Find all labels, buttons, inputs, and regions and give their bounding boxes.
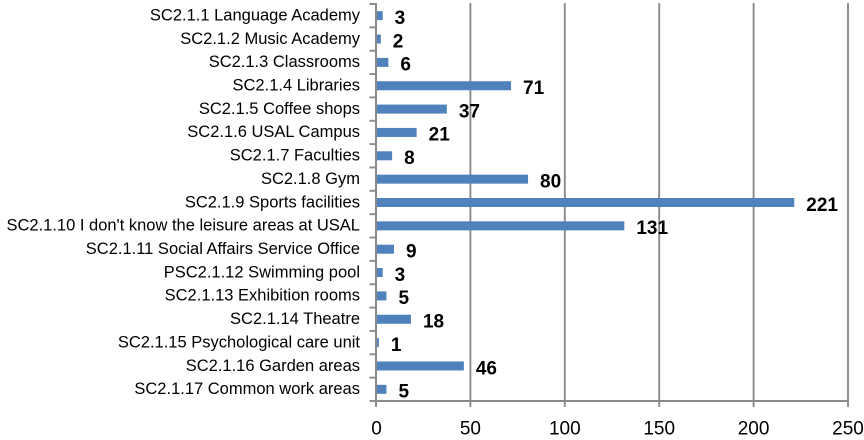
svg-text:SC2.1.7 Faculties: SC2.1.7 Faculties — [230, 147, 360, 165]
svg-text:80: 80 — [540, 171, 561, 192]
svg-text:37: 37 — [459, 101, 480, 122]
svg-text:221: 221 — [806, 195, 838, 216]
svg-text:9: 9 — [406, 242, 417, 263]
svg-text:0: 0 — [371, 419, 382, 436]
svg-text:5: 5 — [398, 288, 409, 309]
svg-text:SC2.1.10 I don't know the leis: SC2.1.10 I don't know the leisure areas … — [6, 217, 360, 235]
svg-text:SC2.1.13 Exhibition rooms: SC2.1.13 Exhibition rooms — [165, 287, 360, 305]
svg-text:SC2.1.17 Common work areas: SC2.1.17 Common work areas — [134, 380, 360, 398]
svg-text:1: 1 — [391, 335, 402, 356]
svg-text:2: 2 — [393, 31, 404, 52]
svg-text:46: 46 — [476, 358, 497, 379]
svg-text:3: 3 — [395, 8, 406, 29]
svg-text:18: 18 — [423, 312, 444, 333]
svg-text:6: 6 — [400, 55, 411, 76]
svg-text:250: 250 — [832, 419, 864, 436]
svg-text:200: 200 — [738, 419, 770, 436]
svg-text:8: 8 — [404, 148, 415, 169]
svg-text:50: 50 — [460, 419, 481, 436]
svg-text:PSC2.1.12 Swimming pool: PSC2.1.12 Swimming pool — [164, 263, 360, 281]
svg-text:SC2.1.14 Theatre: SC2.1.14 Theatre — [230, 310, 360, 328]
svg-text:SC2.1.4 Libraries: SC2.1.4 Libraries — [233, 77, 360, 95]
svg-text:SC2.1.2 Music Academy: SC2.1.2 Music Academy — [180, 30, 360, 48]
svg-text:150: 150 — [643, 419, 675, 436]
svg-text:SC2.1.16 Garden areas: SC2.1.16 Garden areas — [186, 357, 360, 375]
svg-text:SC2.1.5 Coffee shops: SC2.1.5 Coffee shops — [199, 100, 360, 118]
svg-text:5: 5 — [398, 382, 409, 403]
svg-text:SC2.1.1 Language Academy: SC2.1.1 Language Academy — [150, 6, 361, 24]
svg-text:SC2.1.6 USAL Campus: SC2.1.6 USAL Campus — [187, 123, 360, 141]
svg-text:SC2.1.3 Classrooms: SC2.1.3 Classrooms — [209, 53, 360, 71]
svg-text:131: 131 — [636, 218, 668, 239]
svg-text:SC2.1.9 Sports facilities: SC2.1.9 Sports facilities — [185, 193, 360, 211]
svg-text:71: 71 — [523, 78, 545, 99]
svg-text:100: 100 — [549, 419, 581, 436]
svg-text:3: 3 — [395, 265, 406, 286]
svg-text:21: 21 — [429, 125, 451, 146]
svg-text:SC2.1.11 Social Affairs Servic: SC2.1.11 Social Affairs Service Office — [86, 240, 360, 258]
svg-text:SC2.1.8 Gym: SC2.1.8 Gym — [261, 170, 360, 188]
svg-text:SC2.1.15 Psychological care un: SC2.1.15 Psychological care unit — [118, 333, 361, 351]
